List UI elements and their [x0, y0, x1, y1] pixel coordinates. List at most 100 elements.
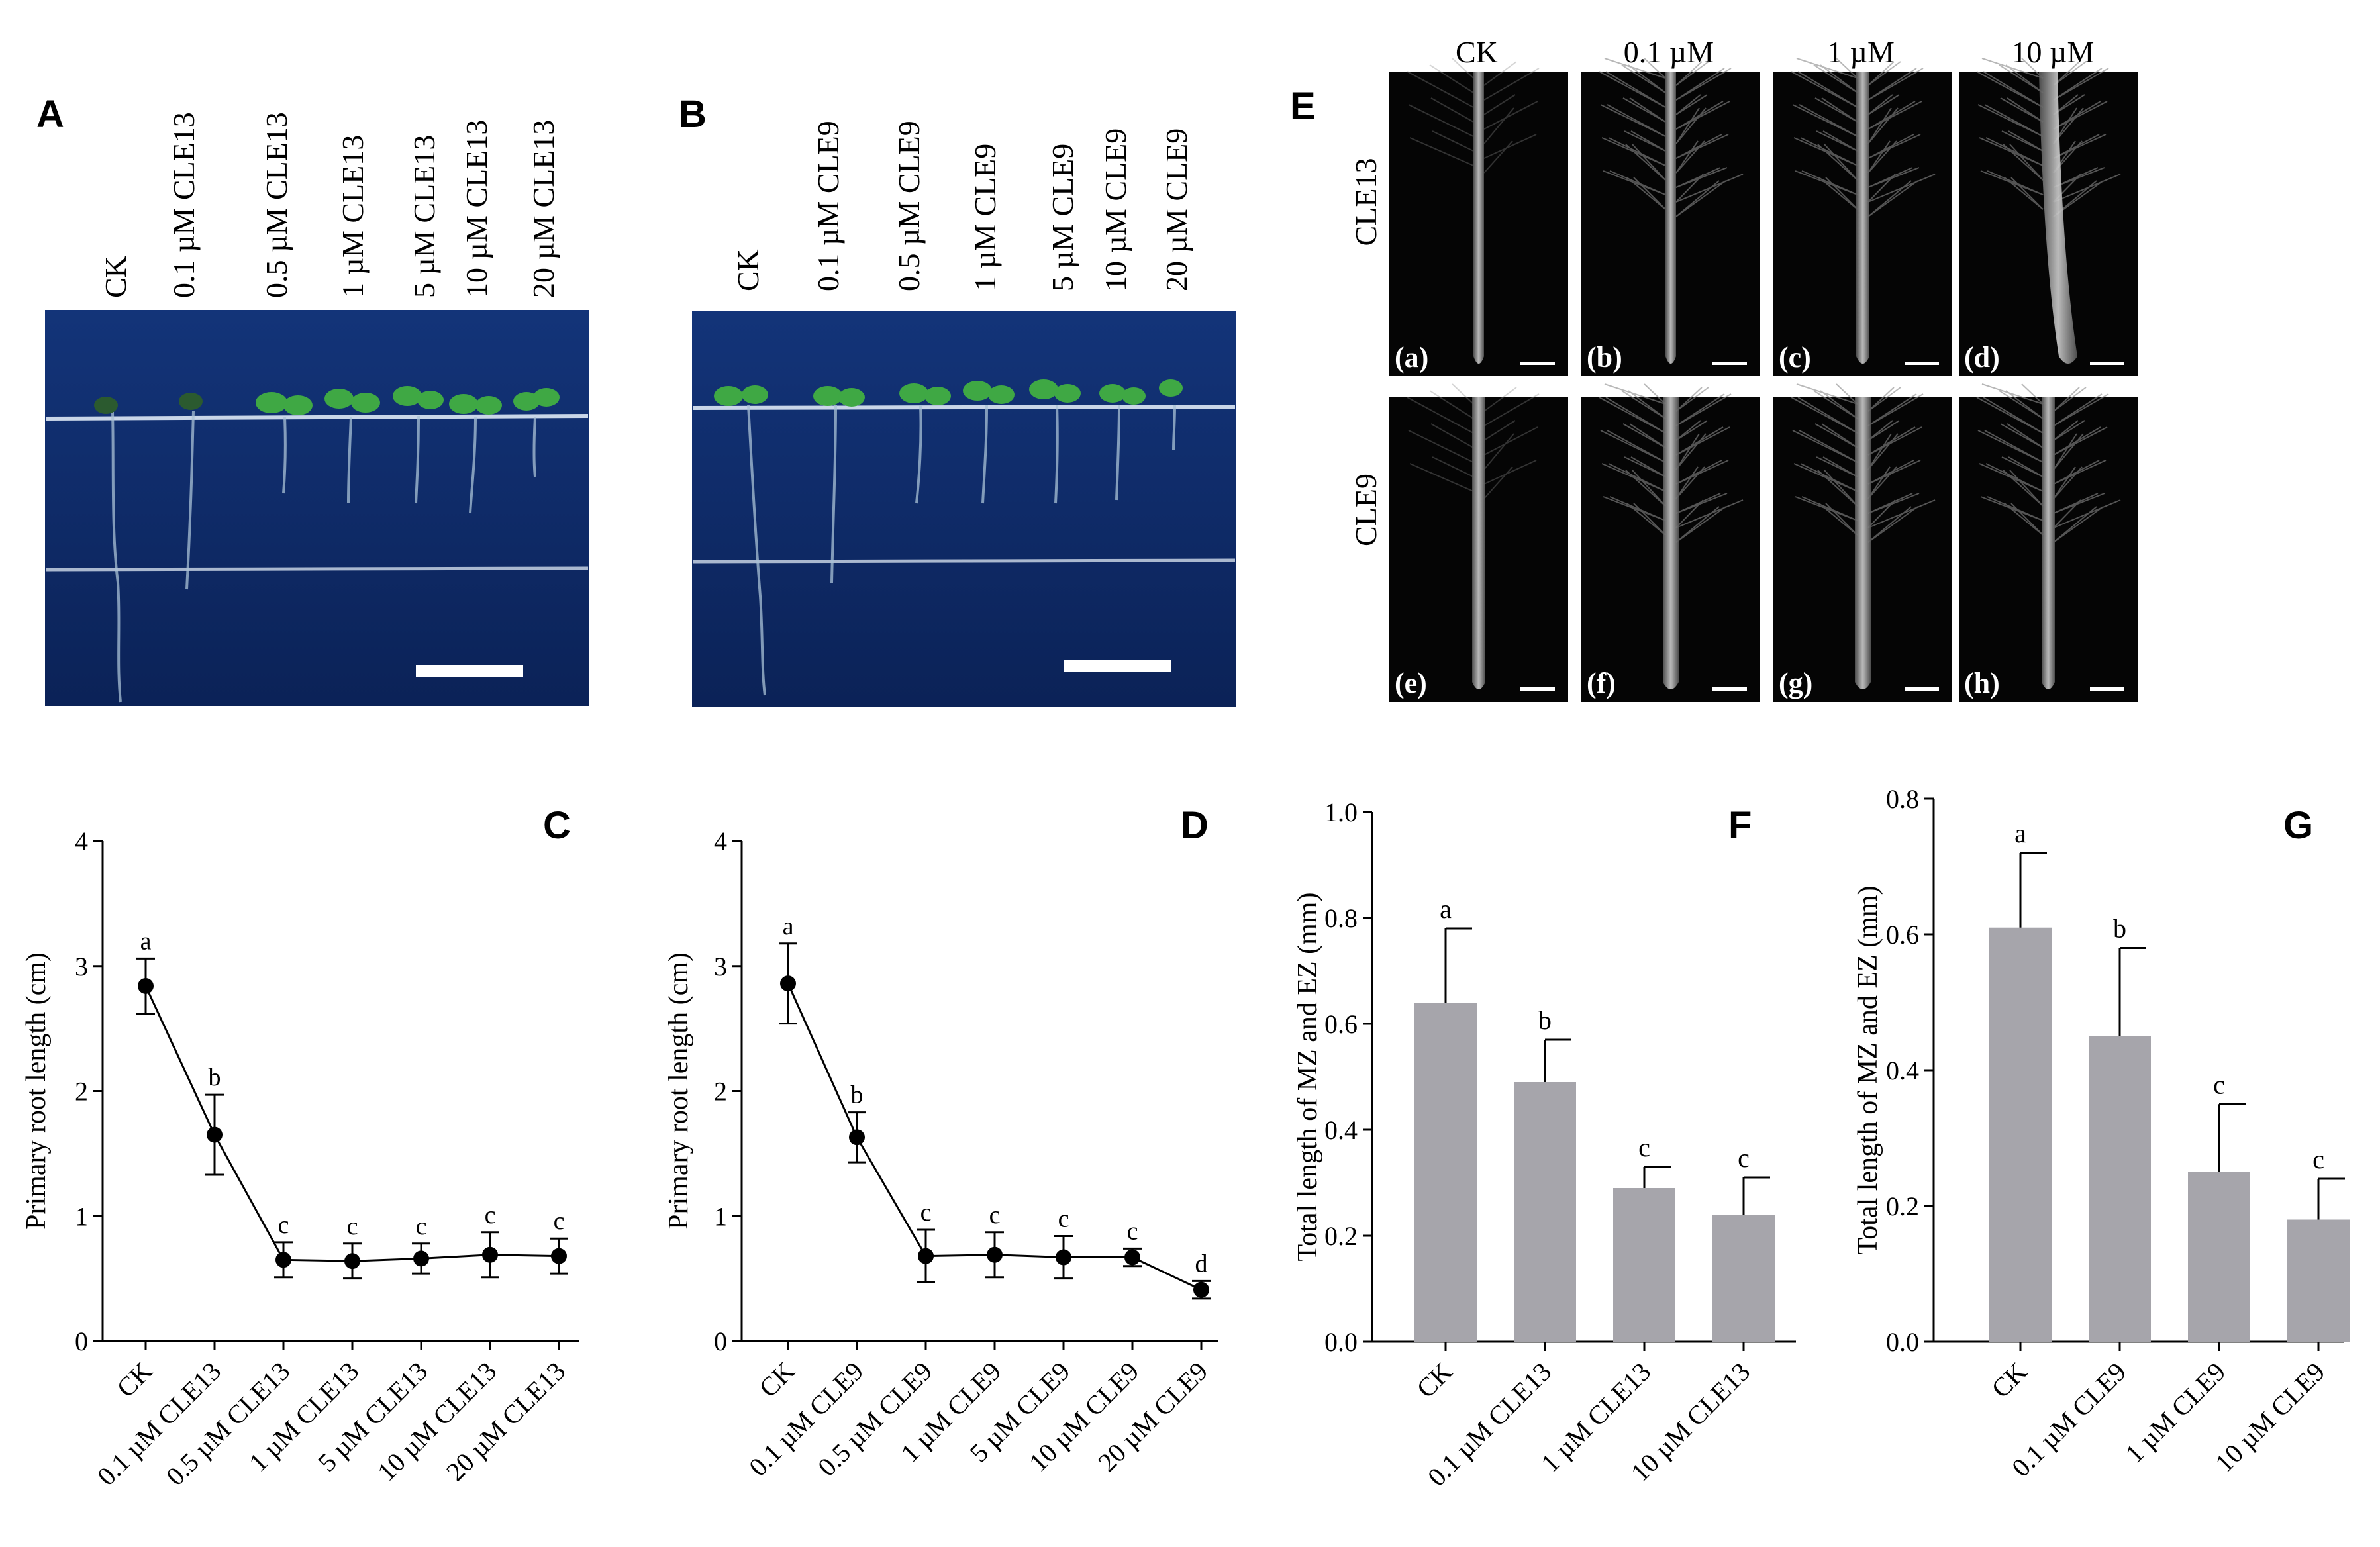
panel-a-col-label: 5 µM CLE13: [407, 135, 441, 298]
y-tick-label: 2: [714, 1077, 727, 1107]
root-hairs: [1791, 383, 1936, 543]
y-tick-label: 3: [75, 952, 88, 981]
root-hair: [1822, 456, 1858, 477]
root-hair: [1821, 97, 1858, 123]
root-hair: [2010, 503, 2044, 536]
root-hair: [1629, 97, 1666, 123]
y-tick-label: 0.2: [1886, 1191, 1919, 1221]
root-hair: [1836, 383, 1858, 405]
significance-letter: b: [851, 1081, 864, 1109]
root-hair: [1821, 423, 1858, 448]
root-hair: [1633, 177, 1666, 210]
y-tick-label: 0.4: [1886, 1056, 1919, 1085]
root-hair: [1867, 493, 1913, 514]
root-hair: [1800, 137, 1858, 166]
root-hair: [1867, 426, 1916, 456]
significance-letter: c: [278, 1211, 289, 1239]
significance-letter: c: [485, 1201, 496, 1229]
root-hair: [1605, 71, 1666, 108]
micrograph-label: (b): [1587, 341, 1622, 374]
root-hair: [1867, 94, 1893, 115]
root-body: [1472, 397, 1485, 689]
root-body: [1663, 397, 1679, 689]
bar: [2287, 1219, 2350, 1342]
root-hair: [1796, 58, 1858, 79]
panel-b-col-label: 0.5 µM CLE9: [892, 121, 926, 291]
root-hair: [1867, 433, 1892, 470]
root-hair: [2008, 456, 2044, 477]
root-hair: [1867, 420, 1900, 441]
root-hair: [2053, 134, 2100, 159]
y-tick-label: 2: [75, 1077, 88, 1107]
root-hair: [1867, 180, 1918, 217]
root-hair: [1797, 397, 1858, 434]
scale-bar: [2090, 687, 2124, 691]
root-hair: [1633, 503, 1666, 536]
root-hair: [2009, 144, 2044, 181]
scale-bar: [1520, 687, 1555, 691]
root-hair: [2053, 61, 2080, 86]
root-hair: [1796, 383, 1858, 405]
root-hair: [2053, 387, 2087, 412]
panel-a-col-label: 0.5 µM CLE13: [260, 112, 293, 298]
root-hair: [1820, 64, 1858, 93]
root-hair: [1675, 61, 1709, 86]
data-point: [918, 1248, 934, 1264]
x-tick-label: 10 µM CLE13: [372, 1356, 502, 1487]
panel-e-letter: E: [1290, 85, 1316, 128]
root-hair: [2053, 466, 2076, 499]
scale-bar: [1712, 687, 1747, 691]
root-hair: [1608, 137, 1666, 166]
chart-panel-letter: C: [543, 804, 571, 847]
significance-letter: c: [2213, 1070, 2225, 1099]
scale-bar: [2090, 362, 2124, 365]
y-tick-label: 3: [714, 952, 727, 981]
root-hair: [1983, 397, 2044, 434]
scale-bar: [416, 665, 523, 677]
root-hair: [1429, 390, 1474, 419]
panel-e-col-label: 0.1 µM: [1624, 35, 1714, 69]
root-hair: [1984, 430, 2044, 463]
root-hair: [2009, 470, 2044, 507]
panel-a: A CK 0.1 µM CLE13 0.5 µM CLE13 1 µM CLE1…: [36, 93, 589, 706]
root-body: [1855, 397, 1871, 689]
root-body: [1665, 72, 1676, 364]
root-hair: [2003, 470, 2044, 507]
root-hair: [1483, 393, 1540, 426]
root-hair: [1981, 383, 2044, 405]
root-hair: [1483, 433, 1514, 470]
root-hair: [1867, 61, 1901, 86]
root-hair: [2053, 393, 2103, 426]
y-axis-label: Total length of MZ and EZ (mm): [1853, 886, 1883, 1255]
root-hair: [1797, 71, 1858, 108]
root-hair: [1675, 94, 1708, 115]
y-tick-label: 0.0: [1324, 1327, 1358, 1357]
root-hair: [2053, 420, 2079, 441]
root-hair: [2053, 101, 2101, 130]
scale-bar: [1905, 687, 1939, 691]
root-hair: [1630, 456, 1666, 477]
root-hair: [1430, 423, 1474, 448]
root-hair: [1625, 470, 1666, 507]
significance-letter: a: [140, 927, 152, 955]
panel-a-col-label: CK: [99, 256, 132, 298]
root-hair: [2004, 503, 2044, 536]
root-hairs: [1407, 58, 1540, 174]
y-tick-label: 1.0: [1324, 797, 1358, 827]
micrograph-tile: (f): [1581, 383, 1760, 702]
y-tick-label: 0.2: [1324, 1221, 1358, 1251]
data-point: [207, 1126, 223, 1143]
micrograph-tile: (c): [1773, 58, 1952, 376]
chart-g: G 0.0 0.2 0.4 0.6 0.8 Total length of MZ and E…: [1853, 784, 2350, 1483]
root-hair: [1800, 463, 1858, 492]
root-hair: [1675, 420, 1701, 441]
root-hair: [1836, 58, 1858, 79]
root-hair: [1483, 387, 1517, 412]
root-hair: [1675, 420, 1708, 441]
bar: [1613, 1188, 1675, 1342]
root-hair: [1825, 177, 1858, 210]
micrograph-label: (a): [1395, 341, 1428, 374]
root-hair: [1867, 466, 1891, 499]
